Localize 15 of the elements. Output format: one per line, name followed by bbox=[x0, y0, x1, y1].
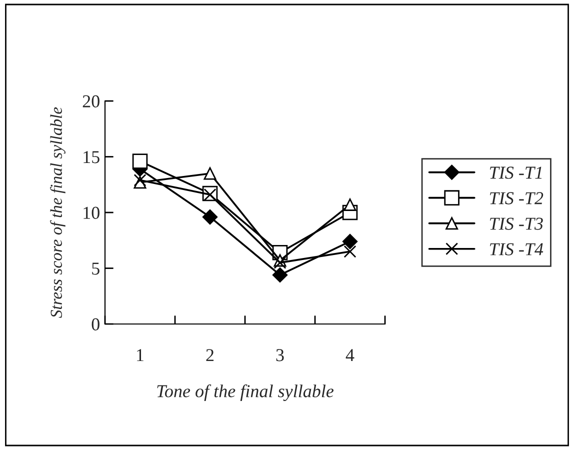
legend-label: TIS -T1 bbox=[490, 166, 542, 179]
y-tick-label: 15 bbox=[84, 151, 100, 164]
y-tick-label: 5 bbox=[92, 262, 100, 275]
y-axis-title: Stress score of the final syllable bbox=[50, 107, 66, 318]
x-axis-title: Tone of the final syllable bbox=[157, 384, 334, 402]
x-tick-label: 4 bbox=[346, 349, 354, 362]
legend-label: TIS -T3 bbox=[490, 218, 543, 230]
x-tick-label: 1 bbox=[137, 349, 144, 362]
legend-label: TIS -T2 bbox=[490, 192, 544, 204]
y-tick-label: 20 bbox=[82, 95, 100, 108]
x-tick-label: 2 bbox=[206, 349, 214, 362]
legend-label: TIS -T4 bbox=[490, 243, 544, 256]
x-tick-label: 3 bbox=[276, 349, 284, 362]
y-tick-label: 0 bbox=[92, 318, 100, 330]
y-tick-label: 10 bbox=[84, 206, 100, 219]
